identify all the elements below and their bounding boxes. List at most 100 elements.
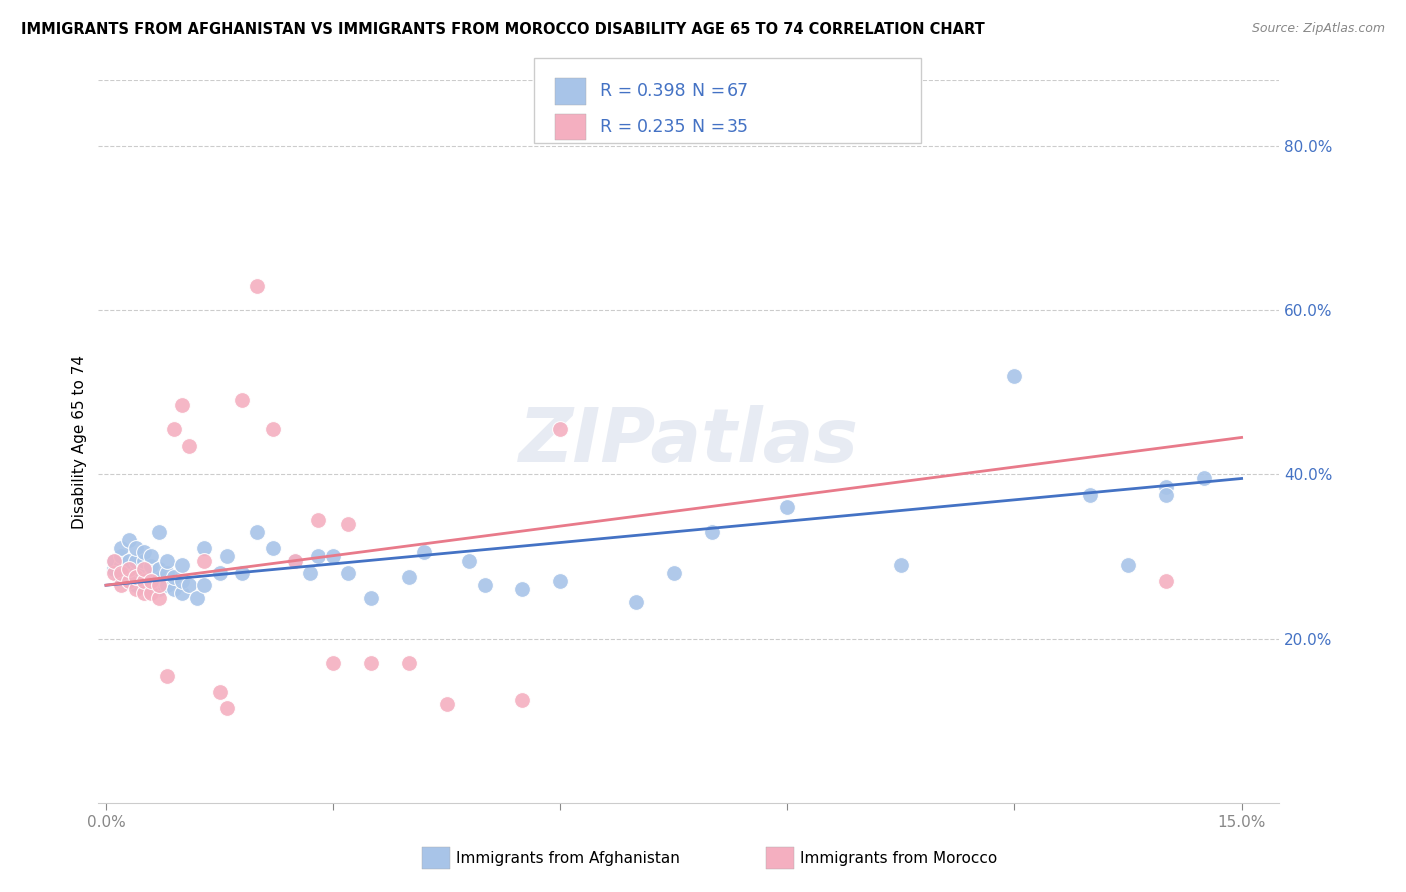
Point xyxy=(1154,488,1177,502)
Point xyxy=(360,591,382,605)
Point xyxy=(890,558,912,572)
Point xyxy=(436,698,458,712)
Point xyxy=(148,578,170,592)
Point xyxy=(141,549,163,564)
Point xyxy=(163,422,186,436)
Point xyxy=(110,566,132,580)
Point xyxy=(103,566,125,580)
Point xyxy=(512,693,534,707)
Point xyxy=(322,549,344,564)
Point xyxy=(170,558,193,572)
Point xyxy=(141,559,163,574)
Point xyxy=(170,398,193,412)
Point xyxy=(118,553,141,567)
Point xyxy=(148,582,170,597)
Point xyxy=(103,562,125,576)
Point xyxy=(118,562,141,576)
Text: Immigrants from Afghanistan: Immigrants from Afghanistan xyxy=(456,851,679,865)
Point xyxy=(208,566,231,580)
Point xyxy=(262,422,284,436)
Point xyxy=(132,574,155,588)
Point xyxy=(125,541,148,556)
Point xyxy=(132,545,155,559)
Text: R =: R = xyxy=(600,118,638,136)
Text: R =: R = xyxy=(600,82,638,100)
Point xyxy=(110,558,132,572)
Point xyxy=(110,541,132,556)
Point xyxy=(299,566,322,580)
Point xyxy=(132,573,155,587)
Point xyxy=(125,566,148,580)
Point xyxy=(163,582,186,597)
Point xyxy=(1154,480,1177,494)
Point xyxy=(413,545,436,559)
Point xyxy=(662,566,685,580)
Point xyxy=(155,566,177,580)
Point xyxy=(307,512,329,526)
Point xyxy=(103,553,125,567)
Point xyxy=(458,553,481,567)
Point xyxy=(474,578,496,592)
Point xyxy=(163,570,186,584)
Point xyxy=(132,562,155,576)
Text: Immigrants from Morocco: Immigrants from Morocco xyxy=(800,851,997,865)
Text: 67: 67 xyxy=(727,82,749,100)
Point xyxy=(141,570,163,584)
Point xyxy=(246,278,269,293)
Point xyxy=(148,524,170,539)
Point xyxy=(700,524,723,539)
Point xyxy=(132,586,155,600)
Text: 35: 35 xyxy=(727,118,749,136)
Point xyxy=(155,668,177,682)
Point xyxy=(776,500,799,515)
Point xyxy=(141,578,163,592)
Text: Source: ZipAtlas.com: Source: ZipAtlas.com xyxy=(1251,22,1385,36)
Point xyxy=(624,594,647,608)
Point xyxy=(398,570,420,584)
Point xyxy=(132,578,155,592)
Point xyxy=(1078,488,1101,502)
Point xyxy=(360,657,382,671)
Point xyxy=(231,393,253,408)
Text: 0.398: 0.398 xyxy=(637,82,686,100)
Text: N =: N = xyxy=(692,118,731,136)
Point xyxy=(208,685,231,699)
Point xyxy=(1116,558,1139,572)
Point xyxy=(246,524,269,539)
Y-axis label: Disability Age 65 to 74: Disability Age 65 to 74 xyxy=(72,354,87,529)
Point xyxy=(125,578,148,592)
Point xyxy=(231,566,253,580)
Point xyxy=(148,591,170,605)
Point xyxy=(110,549,132,564)
Point xyxy=(337,566,360,580)
Point xyxy=(179,578,201,592)
Point xyxy=(141,586,163,600)
Point xyxy=(118,574,141,588)
Point xyxy=(170,574,193,588)
Point xyxy=(148,562,170,576)
Point xyxy=(110,570,132,584)
Point xyxy=(125,553,148,567)
Point xyxy=(170,586,193,600)
Point xyxy=(141,574,163,588)
Point xyxy=(217,701,239,715)
Point xyxy=(118,566,141,580)
Point xyxy=(118,533,141,547)
Point xyxy=(155,553,177,567)
Point xyxy=(284,553,307,567)
Point xyxy=(132,562,155,576)
Point xyxy=(262,541,284,556)
Point xyxy=(118,574,141,588)
Point xyxy=(398,657,420,671)
Point xyxy=(548,574,571,588)
Point xyxy=(1192,471,1215,485)
Point xyxy=(322,657,344,671)
Point xyxy=(337,516,360,531)
Point xyxy=(125,570,148,584)
Text: IMMIGRANTS FROM AFGHANISTAN VS IMMIGRANTS FROM MOROCCO DISABILITY AGE 65 TO 74 C: IMMIGRANTS FROM AFGHANISTAN VS IMMIGRANT… xyxy=(21,22,984,37)
Point xyxy=(103,553,125,567)
Point xyxy=(193,553,215,567)
Point xyxy=(193,541,215,556)
Point xyxy=(155,578,177,592)
Point xyxy=(110,578,132,592)
